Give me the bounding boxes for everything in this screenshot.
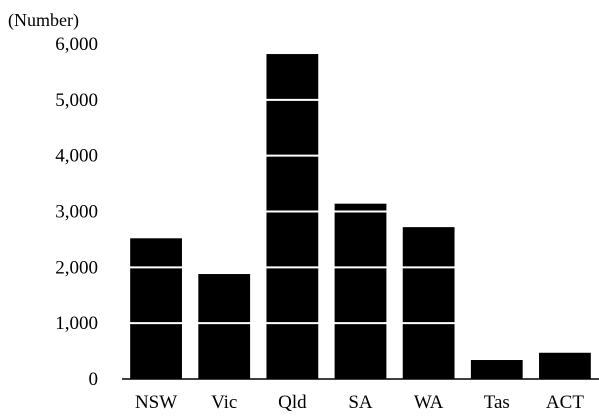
gridlines: [122, 43, 599, 325]
y-tick-label: 5,000: [55, 90, 98, 111]
x-tick-label: ACT: [546, 392, 584, 413]
x-tick-labels: NSW Vic Qld SA WA Tas ACT: [135, 392, 584, 413]
x-tick-label: NSW: [135, 392, 177, 413]
y-tick-label: 2,000: [55, 257, 98, 278]
x-tick-label: Qld: [278, 392, 307, 413]
y-axis-label: (Number): [8, 10, 79, 31]
x-tick-label: Vic: [211, 392, 237, 413]
y-tick-label: 1,000: [55, 313, 98, 334]
y-tick-label: 0: [89, 369, 99, 390]
y-tick-label: 6,000: [55, 34, 98, 55]
bar-sa: [334, 203, 387, 379]
bar-qld: [266, 54, 319, 380]
bar-act: [539, 352, 591, 379]
x-tick-label: Tas: [484, 392, 510, 413]
x-tick-label: SA: [348, 392, 373, 413]
bars: [130, 54, 591, 380]
y-tick-label: 4,000: [55, 146, 98, 167]
bar-nsw: [130, 238, 182, 379]
y-tick-labels: 0 1,000 2,000 3,000 4,000 5,000 6,000: [55, 34, 98, 390]
bar-tas: [470, 360, 523, 379]
x-tick-label: WA: [414, 392, 444, 413]
bar-wa: [402, 227, 455, 379]
bar-vic: [198, 274, 251, 379]
y-tick-label: 3,000: [55, 202, 98, 223]
